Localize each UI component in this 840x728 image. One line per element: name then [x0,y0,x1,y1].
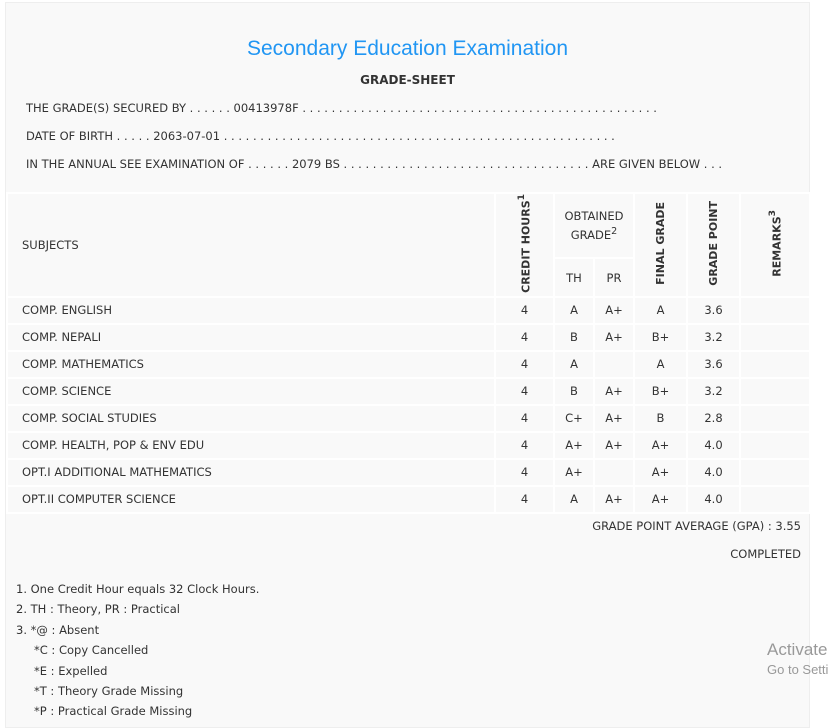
cell-pr: A+ [593,403,635,433]
header-grade-point: GRADE POINT [706,201,720,286]
table-row: COMP. MATHEMATICS 4 A A 3.6 [6,349,811,379]
footnote: *T : Theory Grade Missing [34,684,184,699]
cell-point: 3.6 [686,349,741,379]
footnote: *E : Expelled [34,663,108,678]
cell-point: 2.8 [686,403,741,433]
header-th: TH [553,257,595,298]
cell-remarks [739,457,811,487]
result-status: COMPLETED [730,547,801,561]
header-obtained-grade: OBTAINED GRADE2 [564,209,624,243]
cell-remarks [739,322,811,352]
footnote: 2. TH : Theory, PR : Practical [16,602,180,617]
cell-subject: OPT.I ADDITIONAL MATHEMATICS [6,457,496,487]
cell-remarks [739,349,811,379]
table-row: COMP. SOCIAL STUDIES 4 C+ A+ B 2.8 [6,403,811,433]
cell-pr: A+ [593,295,635,325]
cell-final: A+ [633,430,688,460]
activation-watermark: Activate Go to Setti [767,640,829,677]
cell-th: A+ [553,457,595,487]
cell-remarks [739,430,811,460]
cell-pr: A+ [593,376,635,406]
cell-final: B [633,403,688,433]
cell-point: 3.2 [686,376,741,406]
cell-final: A+ [633,484,688,514]
table-row: OPT.II COMPUTER SCIENCE 4 A A+ A+ 4.0 [6,484,811,514]
footnote: 1. One Credit Hour equals 32 Clock Hours… [16,582,260,596]
page-title: Secondary Education Examination [246,37,569,60]
cell-point: 4.0 [686,457,741,487]
cell-pr: A+ [593,430,635,460]
cell-remarks [739,376,811,406]
table-row: COMP. ENGLISH 4 A A+ A 3.6 [6,295,811,325]
cell-final: A+ [633,457,688,487]
table-row: OPT.I ADDITIONAL MATHEMATICS 4 A+ A+ 4.0 [6,457,811,487]
cell-th: A [553,295,595,325]
cell-credit: 4 [494,484,555,514]
header-final-grade: FINAL GRADE [653,202,667,285]
cell-subject: COMP. MATHEMATICS [6,349,496,379]
cell-subject: COMP. SCIENCE [6,376,496,406]
grades-table: SUBJECTS CREDIT HOURS1 OBTAINED GRADE2 F… [6,191,811,514]
cell-subject: COMP. HEALTH, POP & ENV EDU [6,430,496,460]
footnote: *P : Practical Grade Missing [34,704,193,719]
cell-point: 3.6 [686,295,741,325]
cell-pr: A+ [593,322,635,352]
cell-credit: 4 [494,376,555,406]
cell-credit: 4 [494,403,555,433]
table-row: COMP. NEPALI 4 B A+ B+ 3.2 [6,322,811,352]
cell-pr [593,349,635,379]
cell-subject: OPT.II COMPUTER SCIENCE [6,484,496,514]
page-subtitle: GRADE-SHEET [360,73,455,87]
cell-point: 4.0 [686,430,741,460]
table-row: COMP. SCIENCE 4 B A+ B+ 3.2 [6,376,811,406]
cell-th: A+ [553,430,595,460]
cell-th: A [553,484,595,514]
cell-point: 3.2 [686,322,741,352]
cell-th: B [553,322,595,352]
header-subjects: SUBJECTS [6,192,496,298]
cell-final: A [633,295,688,325]
cell-remarks [739,484,811,514]
cell-th: C+ [553,403,595,433]
secured-by-line: THE GRADE(S) SECURED BY . . . . . . 0041… [26,101,657,115]
footnotes: 1. One Credit Hour equals 32 Clock Hours… [16,579,259,722]
cell-th: B [553,376,595,406]
grade-sheet-card: Secondary Education Examination GRADE-SH… [5,2,811,728]
cell-credit: 4 [494,457,555,487]
header-remarks: REMARKS3 [766,210,784,277]
cell-th: A [553,349,595,379]
cell-credit: 4 [494,322,555,352]
exam-line: IN THE ANNUAL SEE EXAMINATION OF . . . .… [26,157,723,171]
cell-subject: COMP. SOCIAL STUDIES [6,403,496,433]
cell-credit: 4 [494,430,555,460]
cell-subject: COMP. ENGLISH [6,295,496,325]
dob-line: DATE OF BIRTH . . . . . 2063-07-01 . . .… [26,129,615,143]
cell-final: B+ [633,376,688,406]
cell-pr [593,457,635,487]
cell-point: 4.0 [686,484,741,514]
footnote: *C : Copy Cancelled [34,643,149,658]
cell-remarks [739,295,811,325]
gpa-value: GRADE POINT AVERAGE (GPA) : 3.55 [592,519,801,533]
cell-credit: 4 [494,349,555,379]
cell-final: A [633,349,688,379]
header-credit-hours: CREDIT HOURS1 [516,194,533,293]
table-row: COMP. HEALTH, POP & ENV EDU 4 A+ A+ A+ 4.0 [6,430,811,460]
cell-remarks [739,403,811,433]
header-pr: PR [593,257,635,298]
cell-credit: 4 [494,295,555,325]
footnote: 3. *@ : Absent [16,622,100,637]
cell-subject: COMP. NEPALI [6,322,496,352]
cell-pr: A+ [593,484,635,514]
cell-final: B+ [633,322,688,352]
